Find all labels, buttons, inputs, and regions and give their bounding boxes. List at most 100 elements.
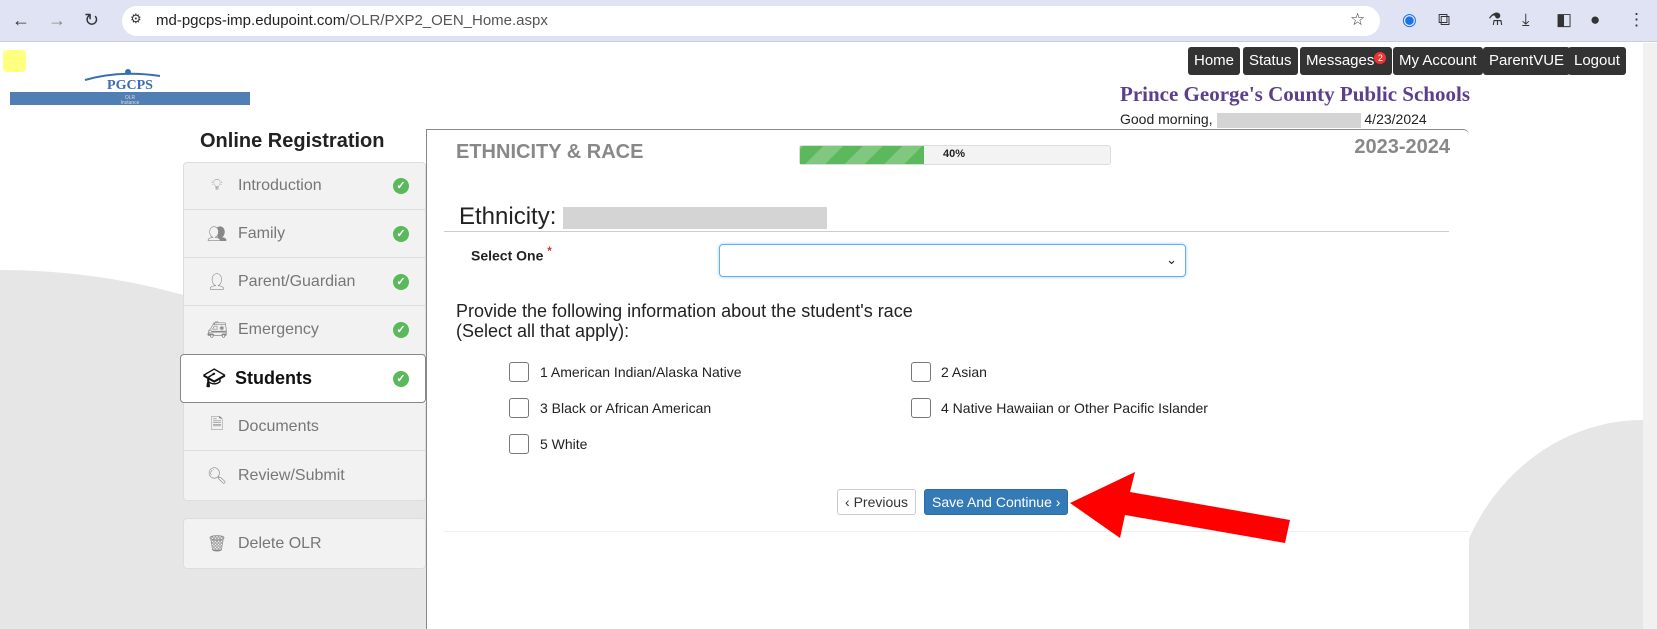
required-asterisk: * — [547, 245, 552, 258]
search-icon: 🔍︎ — [206, 467, 228, 485]
sidebar-item-review-submit[interactable]: 🔍︎ Review/Submit — [183, 451, 426, 501]
save-and-continue-button[interactable]: Save And Continue › — [924, 489, 1069, 515]
extensions-icon[interactable]: ⧉ — [1438, 10, 1451, 29]
race-checkbox-3[interactable] — [509, 398, 529, 418]
redacted-name — [1216, 112, 1361, 128]
menu-icon[interactable]: ⋮ — [1628, 10, 1645, 29]
race-label-1: 1 American Indian/Alaska Native — [540, 364, 742, 380]
users-icon: 👥︎ — [206, 225, 228, 243]
svg-text:Instance: Instance — [121, 100, 140, 106]
check-circle-icon: ✓ — [393, 273, 409, 290]
sidebar-item-emergency[interactable]: 🚑︎ Emergency ✓ — [183, 306, 426, 355]
sidebar-item-label: Emergency — [238, 321, 319, 338]
browser-toolbar: ← → ↻ ⚙ md-pgcps-imp.edupoint.com/OLR/PX… — [0, 0, 1657, 42]
password-manager-icon[interactable]: ◉ — [1402, 10, 1417, 29]
check-circle-icon: ✓ — [393, 225, 409, 242]
sidebar-item-family[interactable]: 👥︎ Family ✓ — [183, 210, 426, 258]
sidebar-item-label: Students — [235, 368, 313, 388]
select-label-text: Select One — [471, 247, 544, 264]
progress-label: 40% — [943, 148, 966, 160]
select-one-label: Select One * — [471, 245, 552, 264]
ethnicity-select[interactable]: ⌄ — [719, 244, 1186, 277]
previous-label: Previous — [853, 494, 909, 510]
delete-olr-button[interactable]: 🗑︎ Delete OLR — [183, 518, 426, 569]
school-name: Prince George's County Public Schools — [1120, 82, 1470, 106]
side-panel-icon[interactable]: ◧ — [1556, 10, 1573, 29]
race-label-3: 3 Black or African American — [540, 400, 712, 416]
check-circle-icon: ✓ — [393, 178, 409, 194]
download-icon[interactable]: ⤓ — [1522, 10, 1530, 29]
url-text[interactable]: md-pgcps-imp.edupoint.com/OLR/PXP2_OEN_H… — [156, 12, 548, 29]
page-title: ETHNICITY & RACE — [456, 141, 644, 163]
ethnicity-label: Ethnicity: — [459, 203, 557, 230]
ethnicity-heading: Ethnicity: — [459, 203, 828, 231]
trash-icon: 🗑︎ — [206, 535, 228, 553]
user-icon: 👤︎ — [206, 273, 228, 291]
race-checkbox-2[interactable] — [911, 362, 931, 382]
nav-status[interactable]: Status — [1243, 47, 1298, 75]
svg-text:OLR: OLR — [125, 95, 136, 101]
messages-badge: 2 — [1374, 52, 1387, 64]
labs-flask-icon[interactable]: ⚗ — [1488, 10, 1504, 29]
race-label-4: 4 Native Hawaiian or Other Pacific Islan… — [941, 400, 1208, 416]
nav-logout[interactable]: Logout — [1568, 47, 1626, 75]
sidebar-item-students[interactable]: 🎓︎ Students ✓ — [180, 354, 426, 403]
race-checkbox-1[interactable] — [509, 362, 529, 382]
greeting-text: Good morning, — [1120, 111, 1213, 127]
chevron-down-icon: ⌄ — [1166, 252, 1177, 267]
progress-fill — [800, 146, 924, 164]
sidebar-item-parent-guardian[interactable]: 👤︎ Parent/Guardian ✓ — [183, 258, 426, 306]
nav-parentvue[interactable]: ParentVUE — [1483, 47, 1571, 75]
divider — [444, 531, 1469, 532]
sidebar-item-label: Documents — [238, 417, 319, 435]
delete-olr-label: Delete OLR — [238, 534, 322, 552]
sidebar-item-documents[interactable]: 🗎 Documents — [183, 403, 426, 451]
address-bar[interactable] — [122, 6, 1380, 36]
nav-my-account[interactable]: My Account — [1393, 47, 1483, 75]
race-label-5: 5 White — [540, 436, 588, 452]
sidebar-item-label: Review/Submit — [238, 466, 345, 484]
race-label-2: 2 Asian — [941, 364, 987, 380]
nav-messages-label: Messages — [1306, 52, 1375, 69]
divider — [444, 231, 1449, 232]
check-circle-icon: ✓ — [393, 322, 409, 338]
scrollbar[interactable] — [1643, 43, 1657, 629]
bookmark-star-icon[interactable]: ☆ — [1350, 10, 1366, 29]
race-prompt: Provide the following information about … — [456, 301, 913, 341]
race-checkbox-4[interactable] — [911, 398, 931, 418]
site-settings-icon[interactable]: ⚙ — [130, 11, 142, 26]
lightbulb-icon: 💡︎ — [211, 177, 223, 194]
back-icon[interactable]: ← — [12, 10, 30, 30]
url-host: md-pgcps-imp.edupoint.com — [156, 12, 346, 29]
red-arrow-annotation — [1070, 472, 1290, 543]
greeting: Good morning, 4/23/2024 — [1120, 111, 1427, 128]
background-decoration — [1450, 420, 1643, 629]
pgcps-logo: PGCPS OLR Instance — [10, 69, 250, 106]
check-circle-icon: ✓ — [393, 370, 409, 387]
sidebar-item-label: Parent/Guardian — [238, 272, 356, 290]
race-prompt-line2: (Select all that apply): — [456, 321, 630, 341]
reload-icon[interactable]: ↻ — [84, 10, 100, 30]
url-path: /OLR/PXP2_OEN_Home.aspx — [345, 12, 548, 29]
redacted-student-name — [563, 206, 828, 229]
chevron-left-icon: ‹ — [845, 494, 854, 510]
forward-icon[interactable]: → — [48, 10, 66, 30]
nav-messages[interactable]: Messages 2 — [1300, 47, 1393, 75]
progress-bar — [799, 145, 1111, 165]
sidebar-item-introduction[interactable]: 💡︎ Introduction ✓ — [183, 162, 426, 210]
profile-avatar[interactable]: ● — [1590, 10, 1601, 29]
sidebar-title: Online Registration — [200, 130, 385, 152]
ambulance-icon: 🚑︎ — [206, 322, 228, 339]
save-label: Save And Continue — [932, 494, 1052, 510]
svg-text:PGCPS: PGCPS — [107, 78, 153, 93]
sidebar-item-label: Family — [238, 224, 286, 242]
sidebar-item-label: Introduction — [238, 177, 322, 194]
nav-home[interactable]: Home — [1188, 47, 1241, 75]
school-year: 2023-2024 — [1354, 136, 1450, 158]
graduation-cap-icon: 🎓︎ — [202, 368, 226, 388]
file-icon: 🗎 — [210, 416, 224, 433]
date: 4/23/2024 — [1364, 111, 1427, 127]
previous-button[interactable]: ‹ Previous — [837, 489, 917, 515]
race-checkbox-5[interactable] — [509, 434, 529, 454]
chevron-right-icon: › — [1051, 494, 1061, 510]
